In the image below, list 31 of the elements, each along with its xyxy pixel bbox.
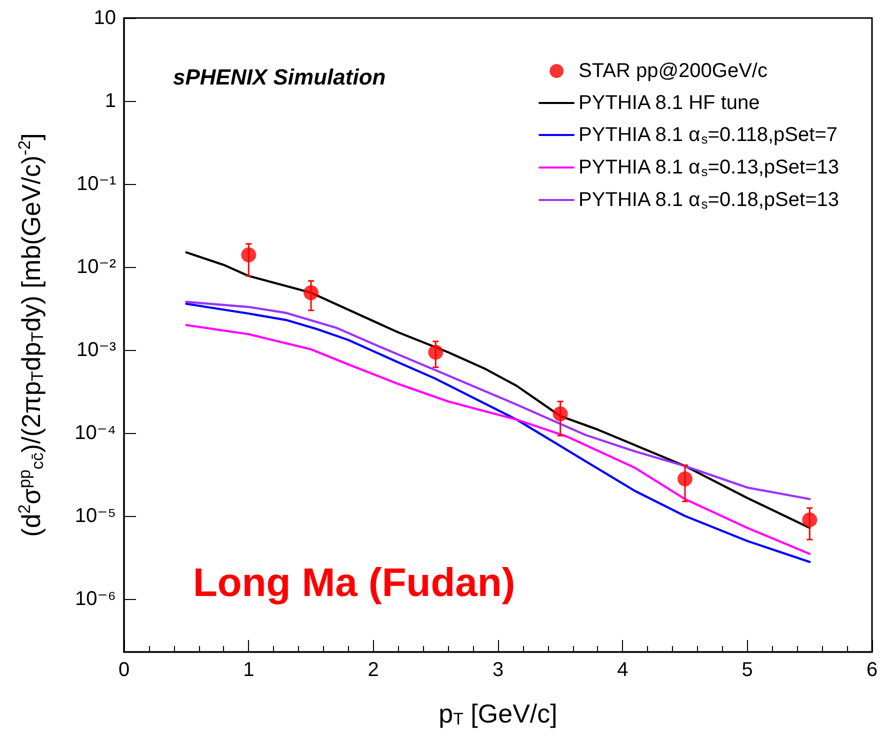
- point: [428, 344, 444, 360]
- point: [552, 406, 568, 422]
- annotation: sPHENIX Simulation: [173, 64, 386, 90]
- y-tick-label: 10⁻⁶: [74, 588, 116, 610]
- x-tick-label: 2: [368, 659, 379, 681]
- legend-label: PYTHIA 8.1 αs=0.13,pSet=13: [578, 156, 840, 179]
- y-tick-label: 10⁻⁴: [74, 422, 116, 444]
- annotation: Long Ma (Fudan): [193, 561, 516, 605]
- point: [678, 471, 692, 486]
- x-tick-label: 1: [243, 659, 254, 681]
- y-tick-label: 10⁻³: [76, 339, 116, 362]
- x-tick-label: 6: [866, 659, 878, 681]
- x-axis-title: pT [GeV/c]: [438, 698, 558, 729]
- point: [304, 285, 318, 300]
- y-tick-label: 1: [104, 90, 116, 112]
- y-tick-label: 10⁻²: [76, 256, 116, 278]
- point: [802, 512, 818, 528]
- y-tick-label: 10: [94, 7, 116, 29]
- x-tick-label: 5: [742, 659, 753, 681]
- y-tick-label: 10⁻⁵: [74, 505, 116, 528]
- x-tick-label: 0: [118, 659, 130, 681]
- legend-label: PYTHIA 8.1 HF tune: [578, 92, 760, 114]
- legend-label: PYTHIA 8.1 αs=0.118,pSet=7: [578, 124, 838, 146]
- legend-label: PYTHIA 8.1 αs=0.18,pSet=13: [578, 189, 840, 212]
- x-tick-label: 4: [617, 659, 628, 681]
- legend-label: STAR pp@200GeV/c: [578, 60, 768, 82]
- line-series: [185, 300, 811, 500]
- y-tick-label: 10⁻¹: [76, 173, 116, 196]
- text: (d2σppcc̄)/(2πpTdpTdy) [mb(GeV/c)-2]: [15, 133, 47, 537]
- x-tick-label: 3: [492, 659, 504, 681]
- point: [241, 247, 256, 262]
